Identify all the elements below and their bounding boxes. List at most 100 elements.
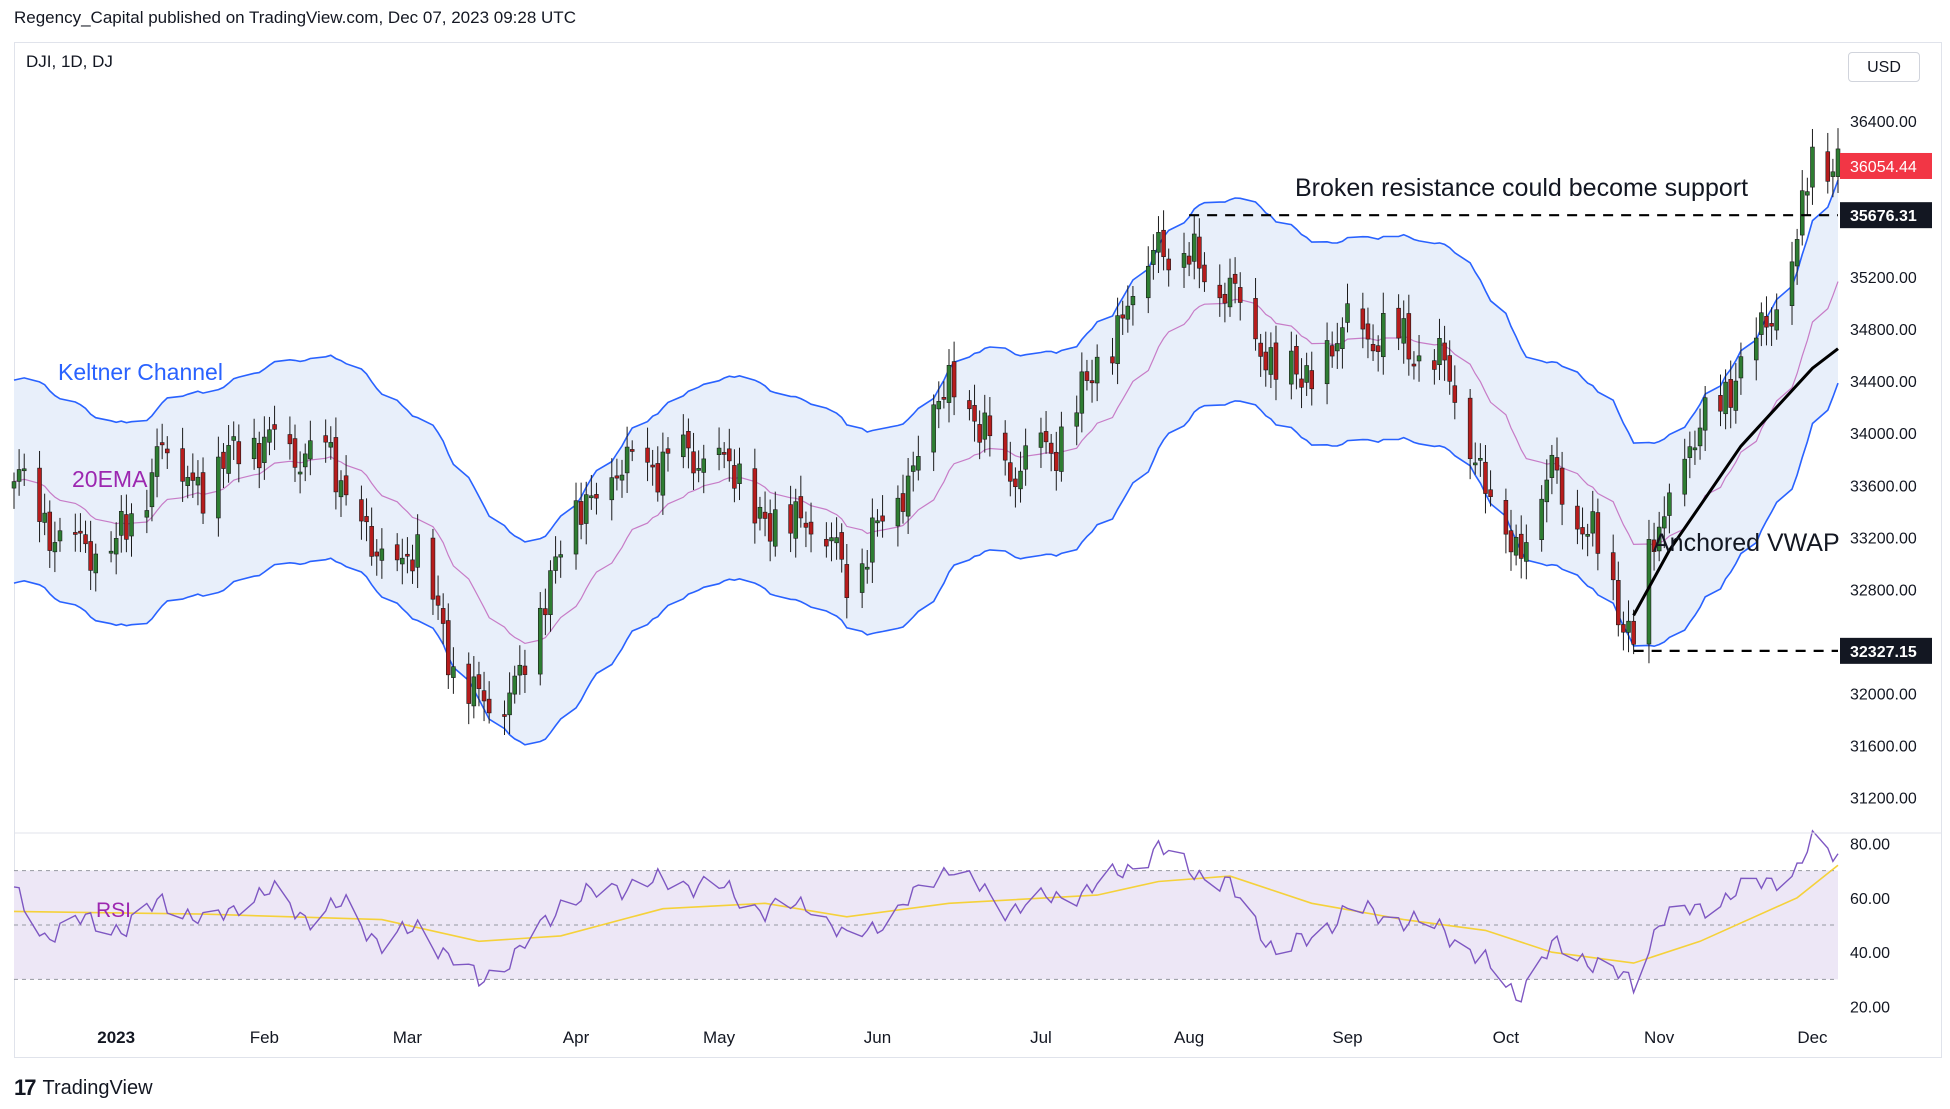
candle-body [875, 520, 880, 524]
candle-body [333, 437, 339, 493]
x-tick-label: Jun [864, 1028, 891, 1047]
candle-body [1544, 479, 1550, 503]
candle [1253, 278, 1258, 351]
candle [880, 495, 885, 538]
rsi-label: RSI [96, 899, 131, 922]
currency-button[interactable]: USD [1848, 52, 1920, 82]
candle [1437, 318, 1442, 381]
candle [982, 394, 988, 453]
candle-body [159, 442, 165, 446]
candle-body [297, 471, 303, 475]
candle [517, 645, 523, 695]
candle-body [757, 506, 763, 519]
candle-body [405, 553, 410, 557]
candle-body [1273, 342, 1279, 380]
candle-body [149, 472, 155, 508]
candle-body [773, 509, 778, 547]
candle-body [1651, 539, 1657, 552]
candle-body [272, 424, 277, 430]
candle [701, 444, 707, 494]
candle [338, 470, 344, 517]
candle [808, 502, 814, 553]
candle-body [1375, 345, 1381, 352]
candle [624, 426, 630, 493]
candle [267, 416, 272, 456]
candle-body [558, 554, 563, 558]
candle [972, 384, 977, 442]
candle-body [844, 564, 850, 598]
candle [987, 397, 993, 457]
candle [502, 700, 507, 735]
price-tick-label: 31200.00 [1850, 790, 1917, 807]
keltner-channel-fill [14, 180, 1838, 745]
candle-body [1549, 454, 1555, 478]
candle-body [946, 364, 952, 403]
candle-body [1794, 239, 1800, 267]
candle [1472, 442, 1478, 475]
candle-body [185, 477, 190, 486]
x-tick-label: Aug [1174, 1028, 1204, 1047]
candle [308, 420, 313, 476]
candle [543, 588, 548, 636]
candle-body [1687, 446, 1693, 458]
candle-body [1059, 426, 1064, 472]
candle [1329, 331, 1335, 368]
candle-body [553, 556, 558, 571]
candle [1273, 325, 1279, 401]
candle [558, 540, 563, 578]
candle-body [762, 511, 768, 519]
candle-body [1084, 371, 1090, 381]
x-tick-label: Apr [563, 1028, 590, 1047]
candle-body [1472, 462, 1478, 466]
candle [583, 481, 589, 545]
candle-body [52, 542, 58, 553]
candle-body [900, 493, 906, 512]
candle-body [624, 446, 630, 474]
candle [364, 498, 369, 542]
candle-body [1406, 313, 1412, 360]
tradingview-brand[interactable]: 17 TradingView [14, 1075, 153, 1101]
candle-body [798, 496, 804, 519]
level-tag-box [1840, 202, 1932, 229]
candle [1687, 431, 1693, 479]
candle-body [435, 595, 441, 606]
candle-body [609, 477, 615, 501]
candle-body [108, 550, 114, 554]
candle-body [1518, 533, 1524, 559]
candle-body [1524, 542, 1529, 562]
candle [73, 513, 78, 552]
candle [1626, 600, 1631, 653]
candle [1002, 420, 1008, 476]
candle-body [440, 608, 446, 624]
candle [394, 533, 400, 572]
candle [119, 495, 124, 553]
candle [236, 424, 242, 483]
candle [512, 665, 517, 704]
candle-body [394, 544, 400, 561]
candle [466, 652, 471, 725]
candle [1008, 441, 1013, 497]
candle-body [1130, 296, 1136, 306]
candle-body [359, 499, 364, 522]
candle [727, 428, 732, 482]
candle [1074, 395, 1079, 446]
candle [37, 450, 42, 543]
candle [113, 522, 119, 575]
candle-body [824, 538, 829, 547]
candle [1360, 292, 1366, 349]
candle [1575, 489, 1580, 545]
candle [108, 531, 114, 563]
candle [1013, 467, 1018, 508]
candle [1764, 296, 1769, 346]
candle-body [716, 447, 722, 456]
candle [1059, 411, 1064, 482]
candle [609, 458, 615, 521]
candle [328, 426, 334, 460]
candle-body [1294, 346, 1299, 375]
candle [359, 485, 364, 540]
candle-body [1590, 511, 1596, 534]
candle-body [537, 607, 543, 675]
rsi-tick-label: 80.00 [1850, 836, 1890, 853]
candle [1217, 264, 1223, 317]
